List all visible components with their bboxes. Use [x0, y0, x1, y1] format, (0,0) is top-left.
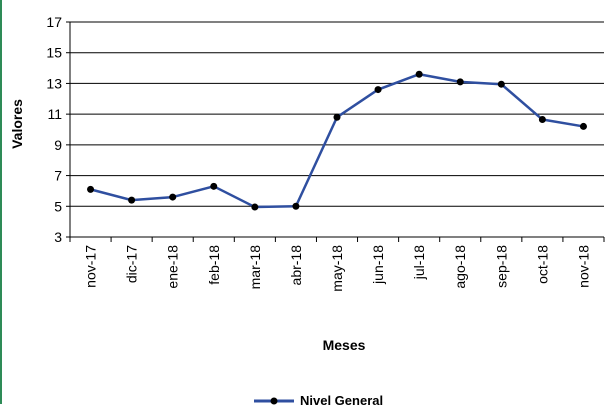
x-tick-label: may-18 — [329, 245, 345, 292]
y-tick-label: 3 — [54, 229, 62, 245]
x-tick-label: feb-18 — [206, 245, 222, 285]
y-tick-label: 5 — [54, 198, 62, 214]
x-tick-label: sep-18 — [493, 245, 509, 288]
y-tick-label: 15 — [46, 45, 62, 61]
series-line — [90, 72, 584, 209]
y-tick-label: 11 — [47, 106, 62, 122]
gridlines — [70, 21, 604, 207]
legend-marker — [270, 397, 278, 405]
x-tick-label: dic-17 — [124, 245, 140, 283]
x-tick-labels: nov-17 dic-17 ene-18 feb-18 mar-18 abr-18 may-… — [83, 245, 592, 292]
y-tick-label: 7 — [54, 168, 62, 184]
x-tick-label: jul-18 — [411, 245, 427, 280]
data-point — [538, 116, 546, 124]
x-tick-label: ago-18 — [452, 245, 468, 289]
data-point — [251, 203, 259, 211]
x-tick-label: mar-18 — [247, 245, 263, 290]
data-point — [210, 182, 218, 190]
series-layer — [87, 70, 587, 211]
x-tick-label: nov-17 — [83, 245, 99, 288]
data-point — [579, 122, 587, 130]
x-axis-title: Meses — [323, 337, 366, 353]
x-tick-label: nov-18 — [575, 245, 591, 288]
y-tick-label: 17 — [46, 14, 62, 30]
data-point — [456, 78, 464, 86]
axes — [66, 21, 605, 242]
data-point — [128, 196, 136, 204]
data-point — [497, 80, 505, 88]
x-tick-label: jun-18 — [370, 245, 386, 285]
legend-label: Nivel General — [300, 393, 383, 406]
y-tick-label: 9 — [54, 137, 62, 153]
x-tick-label: abr-18 — [288, 245, 304, 286]
y-tick-label: 13 — [46, 75, 62, 91]
x-tick-label: oct-18 — [534, 245, 550, 284]
data-point — [333, 113, 341, 121]
x-tick-label: ene-18 — [165, 245, 181, 289]
legend: Nivel General — [254, 393, 383, 406]
data-point — [169, 193, 177, 201]
data-point — [87, 185, 95, 193]
data-point — [292, 202, 300, 210]
data-point — [415, 70, 423, 78]
y-axis-title: Valores — [9, 99, 25, 149]
y-tick-labels: 3 5 7 9 11 13 15 17 — [46, 14, 62, 245]
data-point — [374, 86, 382, 94]
